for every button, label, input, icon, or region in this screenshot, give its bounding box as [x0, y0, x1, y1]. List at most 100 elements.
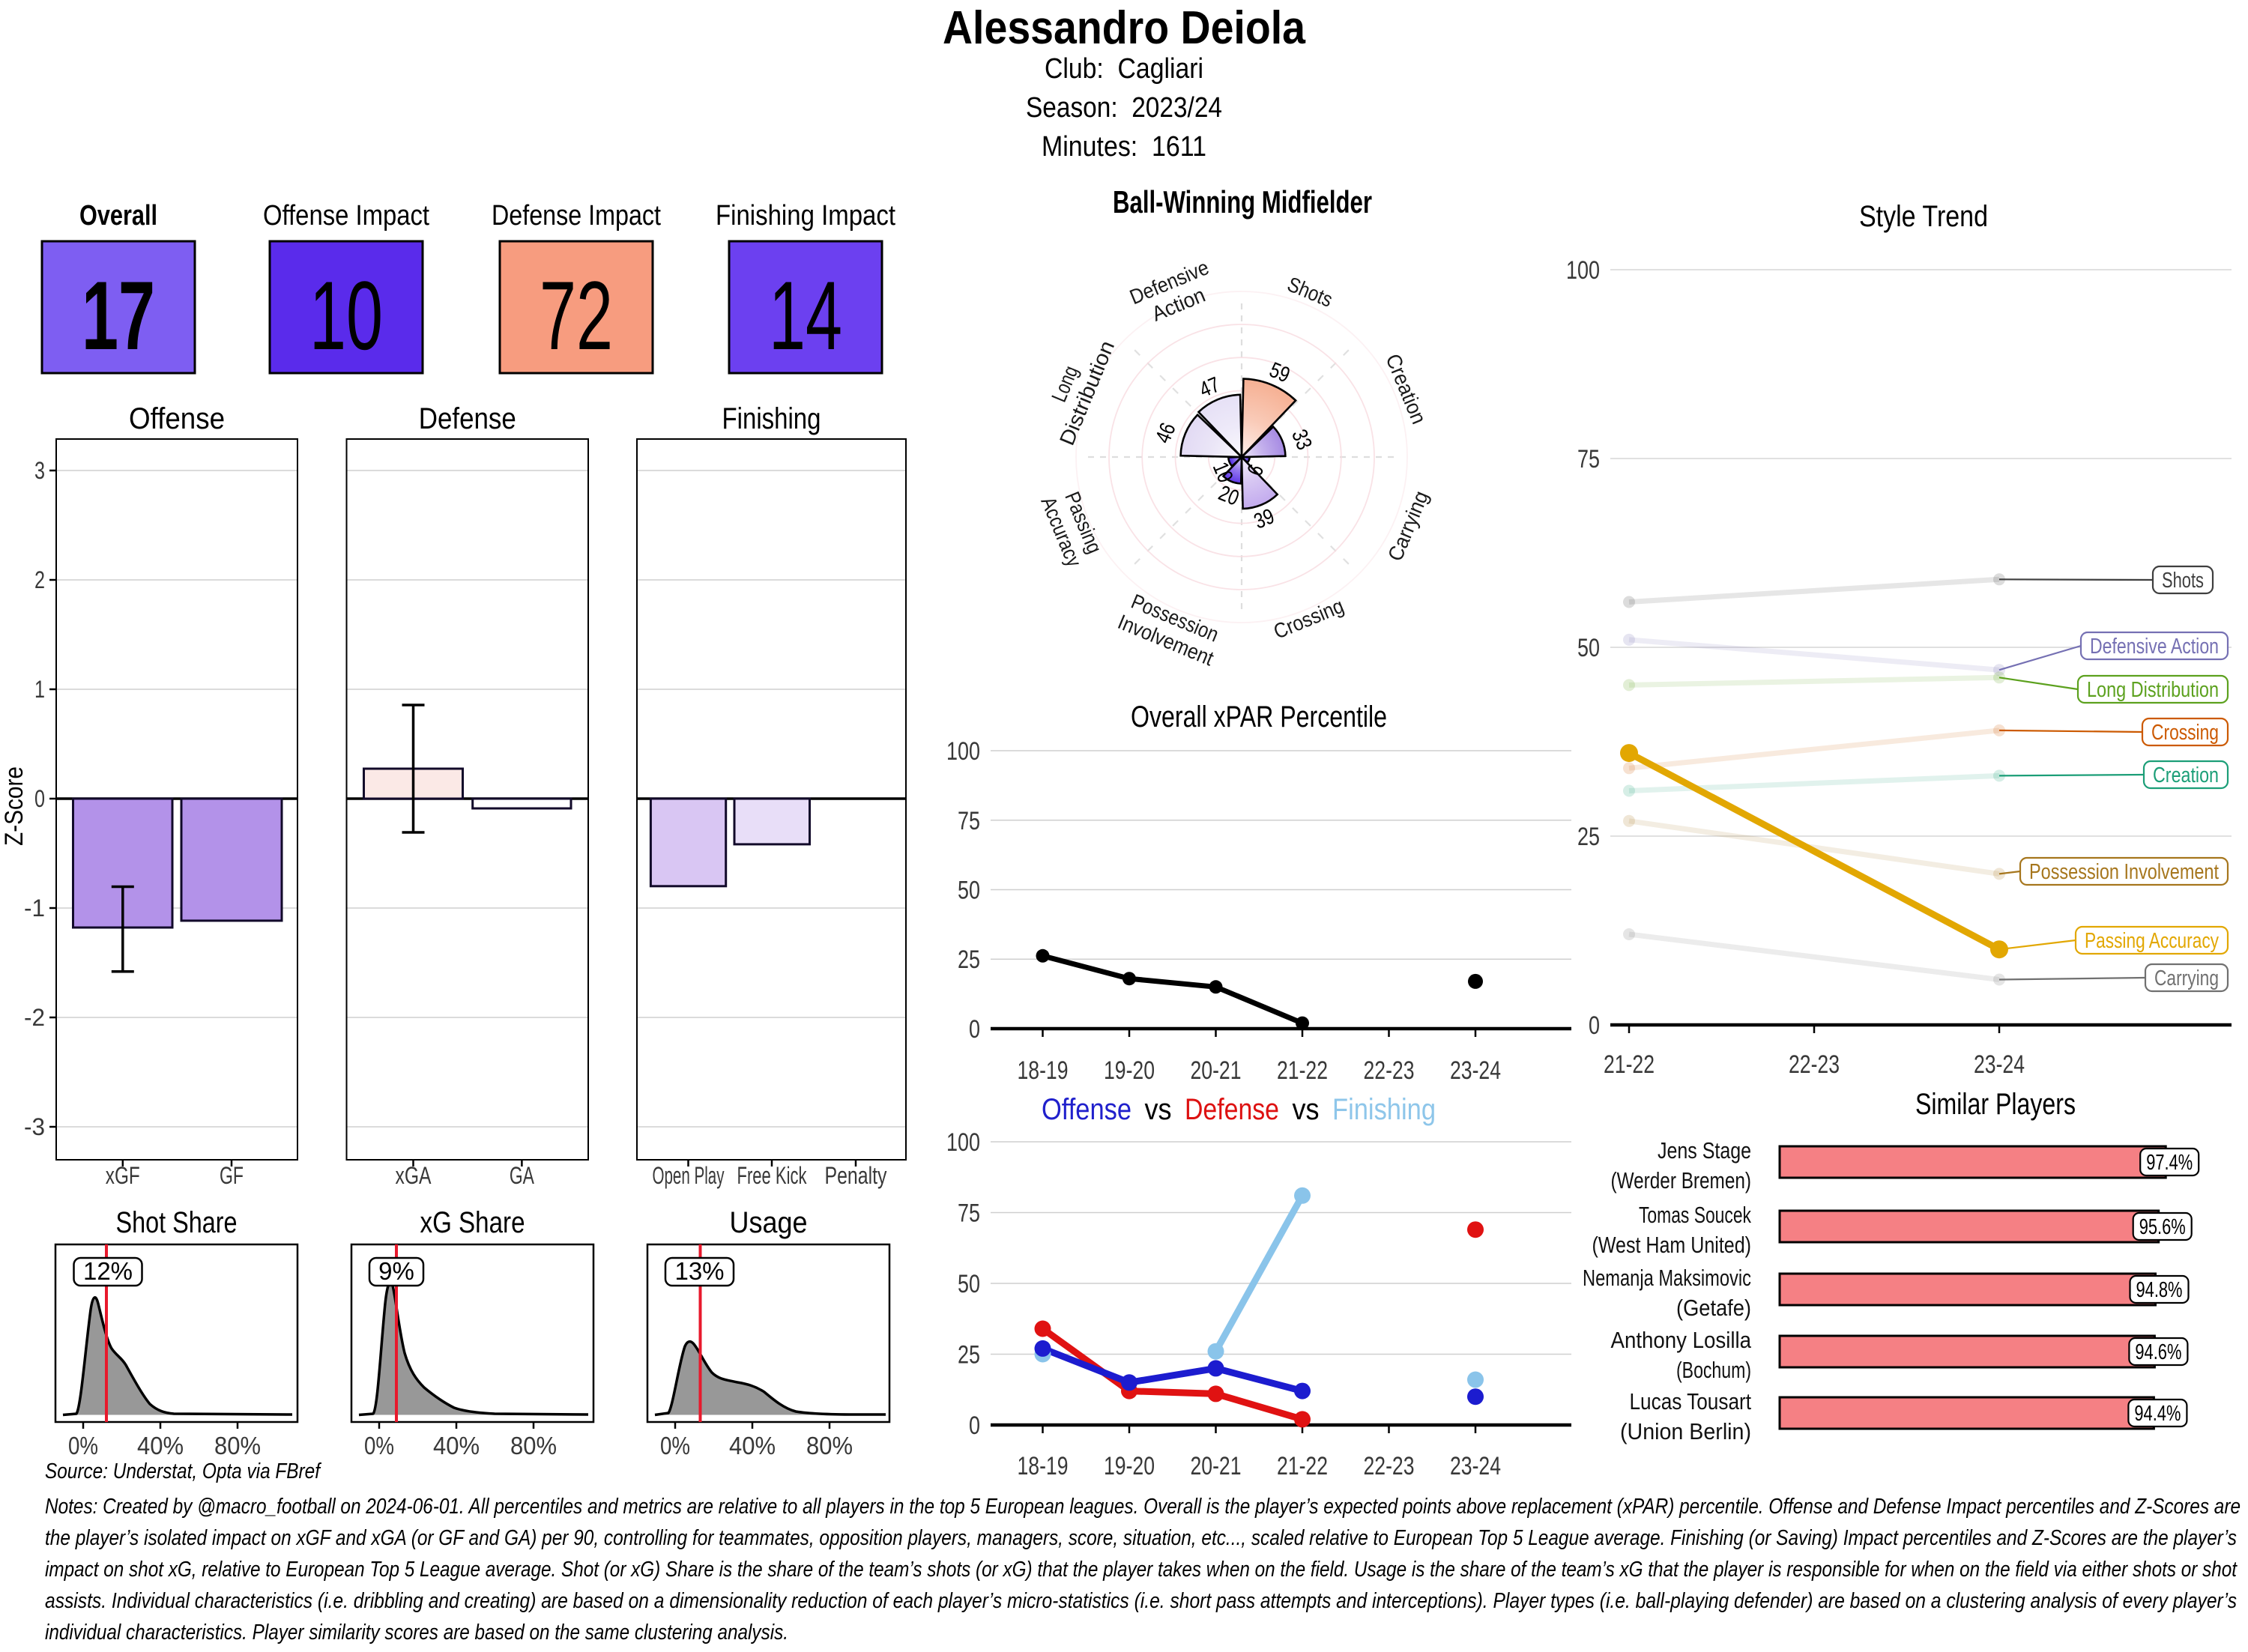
- svg-text:Nemanja Maksimovic: Nemanja Maksimovic: [1583, 1265, 1751, 1291]
- svg-text:25: 25: [958, 1341, 980, 1370]
- svg-text:GF: GF: [220, 1162, 244, 1189]
- svg-text:-2: -2: [24, 1004, 45, 1031]
- svg-text:GA: GA: [510, 1162, 534, 1189]
- svg-text:25: 25: [1577, 823, 1600, 851]
- svg-text:Season: 2023/24: Season: 2023/24: [1026, 92, 1222, 124]
- svg-text:assists. Individual characteri: assists. Individual characteristics (i.e…: [45, 1589, 2237, 1613]
- svg-text:19-20: 19-20: [1104, 1452, 1155, 1480]
- svg-text:1: 1: [34, 676, 45, 703]
- svg-text:Offense: Offense: [1042, 1093, 1131, 1126]
- svg-text:vs: vs: [1293, 1093, 1320, 1126]
- svg-text:Carrying: Carrying: [2154, 966, 2219, 990]
- svg-text:Passing Accuracy: Passing Accuracy: [2085, 929, 2219, 953]
- svg-text:Defense: Defense: [419, 402, 516, 435]
- svg-text:Overall xPAR Percentile: Overall xPAR Percentile: [1131, 701, 1387, 733]
- svg-text:23-24: 23-24: [1450, 1056, 1501, 1085]
- svg-text:18-19: 18-19: [1018, 1056, 1069, 1085]
- svg-text:Similar Players: Similar Players: [1915, 1088, 2076, 1121]
- svg-text:Long Distribution: Long Distribution: [2087, 678, 2219, 702]
- svg-text:Notes: Created by @macro_footb: Notes: Created by @macro_football on 202…: [45, 1495, 2241, 1519]
- svg-text:20-21: 20-21: [1191, 1452, 1242, 1480]
- svg-text:Shots: Shots: [2162, 569, 2204, 593]
- svg-text:0%: 0%: [364, 1432, 394, 1459]
- svg-text:3: 3: [34, 457, 45, 484]
- svg-text:Shot Share: Shot Share: [116, 1206, 238, 1239]
- svg-text:Source: Understat, Opta via FB: Source: Understat, Opta via FBref: [45, 1459, 321, 1483]
- svg-text:Alessandro Deiola: Alessandro Deiola: [943, 2, 1305, 54]
- svg-text:the player’s isolated impact o: the player’s isolated impact on xGF and …: [45, 1526, 2237, 1550]
- svg-text:Jens Stage: Jens Stage: [1658, 1137, 1751, 1164]
- svg-text:80%: 80%: [214, 1432, 261, 1459]
- svg-text:2: 2: [34, 566, 45, 593]
- svg-text:0: 0: [1589, 1011, 1600, 1040]
- svg-text:72: 72: [540, 261, 613, 370]
- svg-text:Offense Impact: Offense Impact: [263, 200, 429, 232]
- svg-text:Finishing Impact: Finishing Impact: [716, 200, 895, 232]
- svg-text:-1: -1: [24, 895, 45, 922]
- svg-text:0: 0: [969, 1412, 980, 1440]
- svg-text:Creation: Creation: [2153, 763, 2219, 787]
- svg-text:(Union Berlin): (Union Berlin): [1620, 1418, 1751, 1444]
- svg-text:50: 50: [958, 1270, 980, 1298]
- svg-text:21-22: 21-22: [1604, 1050, 1655, 1079]
- svg-text:0%: 0%: [68, 1432, 98, 1459]
- svg-text:Ball-Winning Midfielder: Ball-Winning Midfielder: [1113, 184, 1372, 220]
- svg-text:(Bochum): (Bochum): [1676, 1357, 1751, 1383]
- svg-text:Defense: Defense: [1185, 1093, 1279, 1126]
- svg-text:impact on shot xG, relative to: impact on shot xG, relative to European …: [45, 1558, 2238, 1582]
- svg-text:22-23: 22-23: [1364, 1056, 1415, 1085]
- svg-text:-3: -3: [24, 1113, 45, 1140]
- svg-text:individual characteristics. Pl: individual characteristics. Player simil…: [45, 1621, 788, 1645]
- svg-text:9%: 9%: [378, 1257, 414, 1285]
- svg-text:50: 50: [958, 877, 980, 905]
- svg-text:Possession Involvement: Possession Involvement: [2029, 860, 2219, 884]
- svg-text:22-23: 22-23: [1364, 1452, 1415, 1480]
- svg-text:25: 25: [958, 945, 980, 974]
- svg-text:21-22: 21-22: [1277, 1056, 1328, 1085]
- svg-text:22-23: 22-23: [1789, 1050, 1840, 1079]
- svg-text:0: 0: [969, 1015, 980, 1044]
- svg-text:vs: vs: [1145, 1093, 1172, 1126]
- svg-text:80%: 80%: [806, 1432, 853, 1459]
- svg-text:23-24: 23-24: [1974, 1050, 2025, 1079]
- svg-text:Defense Impact: Defense Impact: [492, 200, 661, 232]
- svg-text:95.6%: 95.6%: [2139, 1215, 2186, 1239]
- svg-text:Lucas Tousart: Lucas Tousart: [1630, 1388, 1752, 1415]
- svg-text:23-24: 23-24: [1450, 1452, 1501, 1480]
- svg-text:(Getafe): (Getafe): [1676, 1295, 1751, 1321]
- svg-text:0%: 0%: [660, 1432, 690, 1459]
- svg-text:13%: 13%: [674, 1257, 724, 1285]
- svg-text:Usage: Usage: [730, 1206, 808, 1239]
- svg-text:Tomas Soucek: Tomas Soucek: [1639, 1202, 1751, 1228]
- svg-text:Style Trend: Style Trend: [1859, 200, 1988, 233]
- svg-text:Crossing: Crossing: [2151, 721, 2219, 745]
- svg-text:21-22: 21-22: [1277, 1452, 1328, 1480]
- svg-text:0: 0: [34, 785, 45, 812]
- svg-text:40%: 40%: [433, 1432, 480, 1459]
- svg-text:94.8%: 94.8%: [2136, 1278, 2183, 1302]
- svg-text:40%: 40%: [137, 1432, 184, 1459]
- svg-text:Penalty: Penalty: [825, 1162, 887, 1189]
- svg-text:xG Share: xG Share: [420, 1206, 525, 1239]
- svg-text:Finishing: Finishing: [1332, 1093, 1436, 1126]
- svg-text:14: 14: [769, 261, 842, 370]
- svg-text:Minutes: 1611: Minutes: 1611: [1042, 131, 1206, 163]
- svg-text:Open Play: Open Play: [653, 1162, 725, 1189]
- svg-text:50: 50: [1577, 634, 1600, 662]
- svg-text:Offense: Offense: [129, 402, 225, 435]
- svg-text:19-20: 19-20: [1104, 1056, 1155, 1085]
- svg-text:(West Ham United): (West Ham United): [1592, 1232, 1752, 1258]
- svg-text:94.6%: 94.6%: [2135, 1340, 2181, 1364]
- svg-text:20-21: 20-21: [1191, 1056, 1242, 1085]
- svg-text:94.4%: 94.4%: [2134, 1402, 2181, 1426]
- svg-text:40%: 40%: [729, 1432, 776, 1459]
- svg-text:80%: 80%: [510, 1432, 557, 1459]
- svg-text:Free Kick: Free Kick: [737, 1162, 808, 1189]
- svg-text:75: 75: [958, 807, 980, 835]
- svg-text:97.4%: 97.4%: [2146, 1151, 2193, 1175]
- svg-text:100: 100: [946, 737, 980, 766]
- svg-text:100: 100: [946, 1128, 980, 1157]
- svg-text:Anthony Losilla: Anthony Losilla: [1611, 1327, 1752, 1353]
- svg-text:100: 100: [1566, 256, 1600, 285]
- svg-text:18-19: 18-19: [1018, 1452, 1069, 1480]
